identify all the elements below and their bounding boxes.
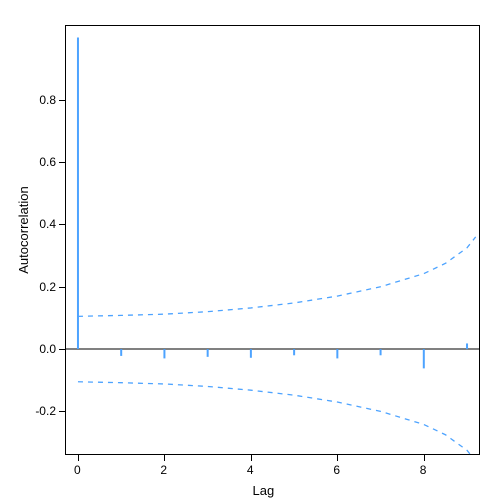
lower-ci [78, 382, 476, 461]
acf-chart: Autocorrelation Lag 02468-0.20.00.20.40.… [0, 0, 504, 504]
upper-ci [78, 237, 476, 316]
chart-svg [0, 0, 504, 504]
